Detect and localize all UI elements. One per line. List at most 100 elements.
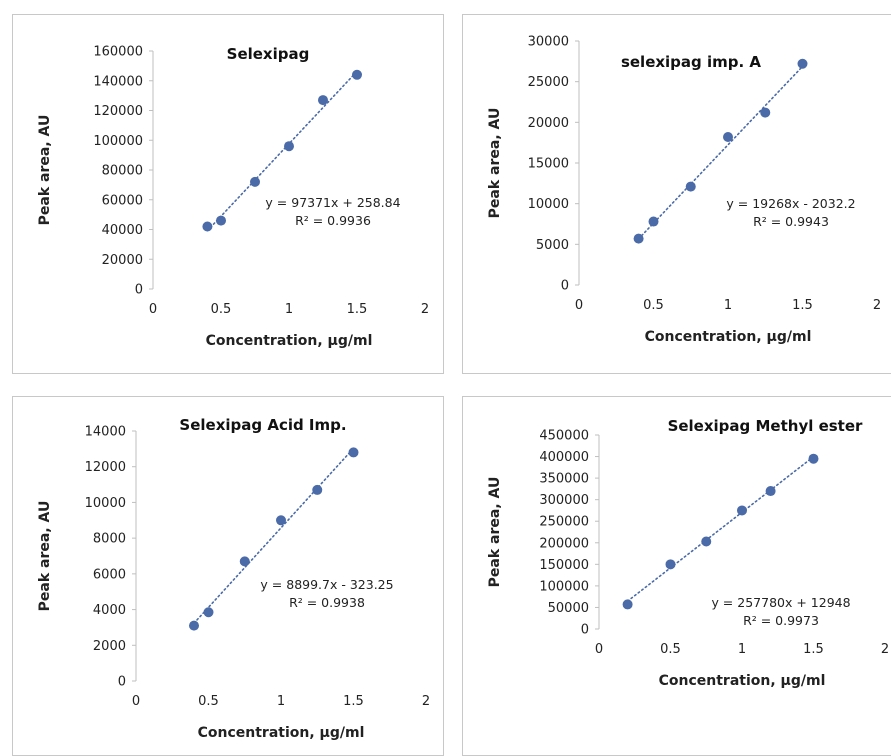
data-point — [665, 559, 676, 570]
data-point — [701, 536, 712, 547]
y-tick-label: 50000 — [548, 601, 589, 616]
y-tick-label: 6000 — [93, 567, 126, 582]
y-tick-label: 10000 — [85, 496, 126, 511]
x-tick-label: 1.5 — [803, 642, 824, 657]
y-tick-label: 15000 — [528, 157, 569, 172]
y-axis-title: Peak area, AU — [37, 501, 53, 612]
y-tick-label: 0 — [581, 623, 589, 638]
y-tick-label: 200000 — [539, 536, 589, 551]
x-tick-label: 0.5 — [211, 302, 232, 317]
y-tick-label: 80000 — [102, 164, 143, 179]
r-squared-label: R² = 0.9973 — [743, 613, 819, 628]
y-tick-label: 14000 — [85, 425, 126, 440]
x-tick-label: 1.5 — [343, 694, 364, 709]
chart-panel-selexipag-methyl-ester: 0 50000 100000 150000 200000 250000 300000 3500… — [462, 396, 891, 756]
y-tick-label: 40000 — [102, 223, 143, 238]
x-tick-label: 1 — [285, 302, 293, 317]
chart-svg: 0 5000 10000 15000 20000 25000 30000 0 0.5 1 1.5 2 C… — [487, 35, 881, 346]
data-point — [312, 484, 323, 495]
y-tick-label: 450000 — [539, 429, 589, 444]
trendline — [637, 65, 804, 240]
data-point — [239, 556, 250, 567]
r-squared-label: R² = 0.9936 — [295, 213, 371, 228]
y-axis-title: Peak area, AU — [487, 108, 503, 219]
y-tick-label: 400000 — [539, 450, 589, 465]
x-tick-label: 0 — [595, 642, 603, 657]
data-point — [348, 447, 359, 458]
trendline-equation: y = 97371x + 258.84 — [265, 195, 400, 210]
trendline-equation: y = 257780x + 12948 — [711, 595, 850, 610]
data-point — [203, 607, 214, 618]
y-tick-label: 120000 — [93, 104, 143, 119]
data-point — [760, 107, 771, 118]
y-tick-label: 20000 — [102, 253, 143, 268]
data-point — [633, 233, 644, 244]
x-tick-label: 0 — [149, 302, 157, 317]
chart-title: selexipag imp. A — [621, 53, 761, 71]
x-axis-title: Concentration, µg/ml — [206, 333, 373, 349]
y-tick-label: 60000 — [102, 193, 143, 208]
x-tick-label: 0.5 — [643, 298, 664, 313]
x-tick-label: 2 — [881, 642, 889, 657]
data-point — [723, 131, 733, 142]
chart-title: Selexipag — [227, 45, 310, 63]
x-tick-label: 2 — [422, 694, 430, 709]
x-tick-label: 1 — [277, 694, 285, 709]
chart-svg: 0 50000 100000 150000 200000 250000 300000 3500… — [487, 417, 889, 689]
y-tick-label: 0 — [561, 279, 569, 294]
y-tick-label: 20000 — [528, 116, 569, 131]
chart-svg: 0 2000 4000 6000 8000 10000 12000 14000 0 0.5 1 1.5… — [37, 416, 430, 741]
chart-panel-selexipag-imp-a: 0 5000 10000 15000 20000 25000 30000 0 0.5 1 1.5 2 C… — [462, 14, 891, 374]
data-point — [622, 599, 633, 610]
x-tick-label: 1 — [724, 298, 732, 313]
y-tick-label: 300000 — [539, 493, 589, 508]
y-tick-label: 5000 — [536, 238, 569, 253]
data-point — [202, 221, 213, 232]
x-tick-label: 1.5 — [347, 302, 368, 317]
trendline — [626, 455, 815, 602]
chart-title: Selexipag Methyl ester — [668, 417, 863, 435]
x-tick-label: 0 — [132, 694, 140, 709]
x-tick-label: 0.5 — [660, 642, 681, 657]
x-axis-title: Concentration, µg/ml — [645, 329, 812, 345]
y-tick-label: 160000 — [93, 45, 143, 60]
chart-panel-selexipag-acid-imp: 0 2000 4000 6000 8000 10000 12000 14000 0 0.5 1 1.5… — [12, 396, 444, 756]
x-tick-label: 2 — [421, 302, 429, 317]
x-tick-label: 0.5 — [198, 694, 219, 709]
data-point — [352, 69, 362, 80]
trendline — [206, 70, 358, 232]
y-tick-label: 100000 — [93, 134, 143, 149]
y-tick-label: 100000 — [539, 579, 589, 594]
y-tick-label: 140000 — [93, 74, 143, 89]
data-point — [737, 505, 747, 516]
y-tick-label: 150000 — [539, 558, 589, 573]
y-tick-label: 350000 — [539, 472, 589, 487]
y-tick-label: 10000 — [528, 197, 569, 212]
data-point — [250, 176, 260, 187]
data-point — [284, 141, 294, 152]
r-squared-label: R² = 0.9943 — [753, 214, 829, 229]
chart-panel-selexipag: 0 20000 40000 60000 80000 100000 120000 140000 1… — [12, 14, 444, 374]
y-tick-label: 8000 — [93, 532, 126, 547]
y-tick-label: 0 — [135, 283, 143, 298]
trendline-equation: y = 19268x - 2032.2 — [726, 196, 855, 211]
data-point — [685, 181, 696, 192]
data-point — [276, 515, 286, 526]
trendline — [193, 447, 355, 625]
x-axis-title: Concentration, µg/ml — [659, 673, 826, 689]
chart-svg: 0 20000 40000 60000 80000 100000 120000 140000 1… — [37, 45, 429, 350]
x-tick-label: 1.5 — [792, 298, 813, 313]
trendline-equation: y = 8899.7x - 323.25 — [260, 577, 393, 592]
data-point — [648, 216, 659, 227]
x-tick-label: 2 — [873, 298, 881, 313]
y-tick-label: 2000 — [93, 639, 126, 654]
data-point — [216, 215, 226, 226]
x-tick-label: 1 — [738, 642, 746, 657]
y-tick-label: 25000 — [528, 75, 569, 90]
data-point — [808, 453, 819, 464]
y-tick-label: 12000 — [85, 460, 126, 475]
x-tick-label: 0 — [575, 298, 583, 313]
r-squared-label: R² = 0.9938 — [289, 595, 365, 610]
x-axis-title: Concentration, µg/ml — [198, 725, 365, 741]
chart-title: Selexipag Acid Imp. — [179, 416, 346, 434]
